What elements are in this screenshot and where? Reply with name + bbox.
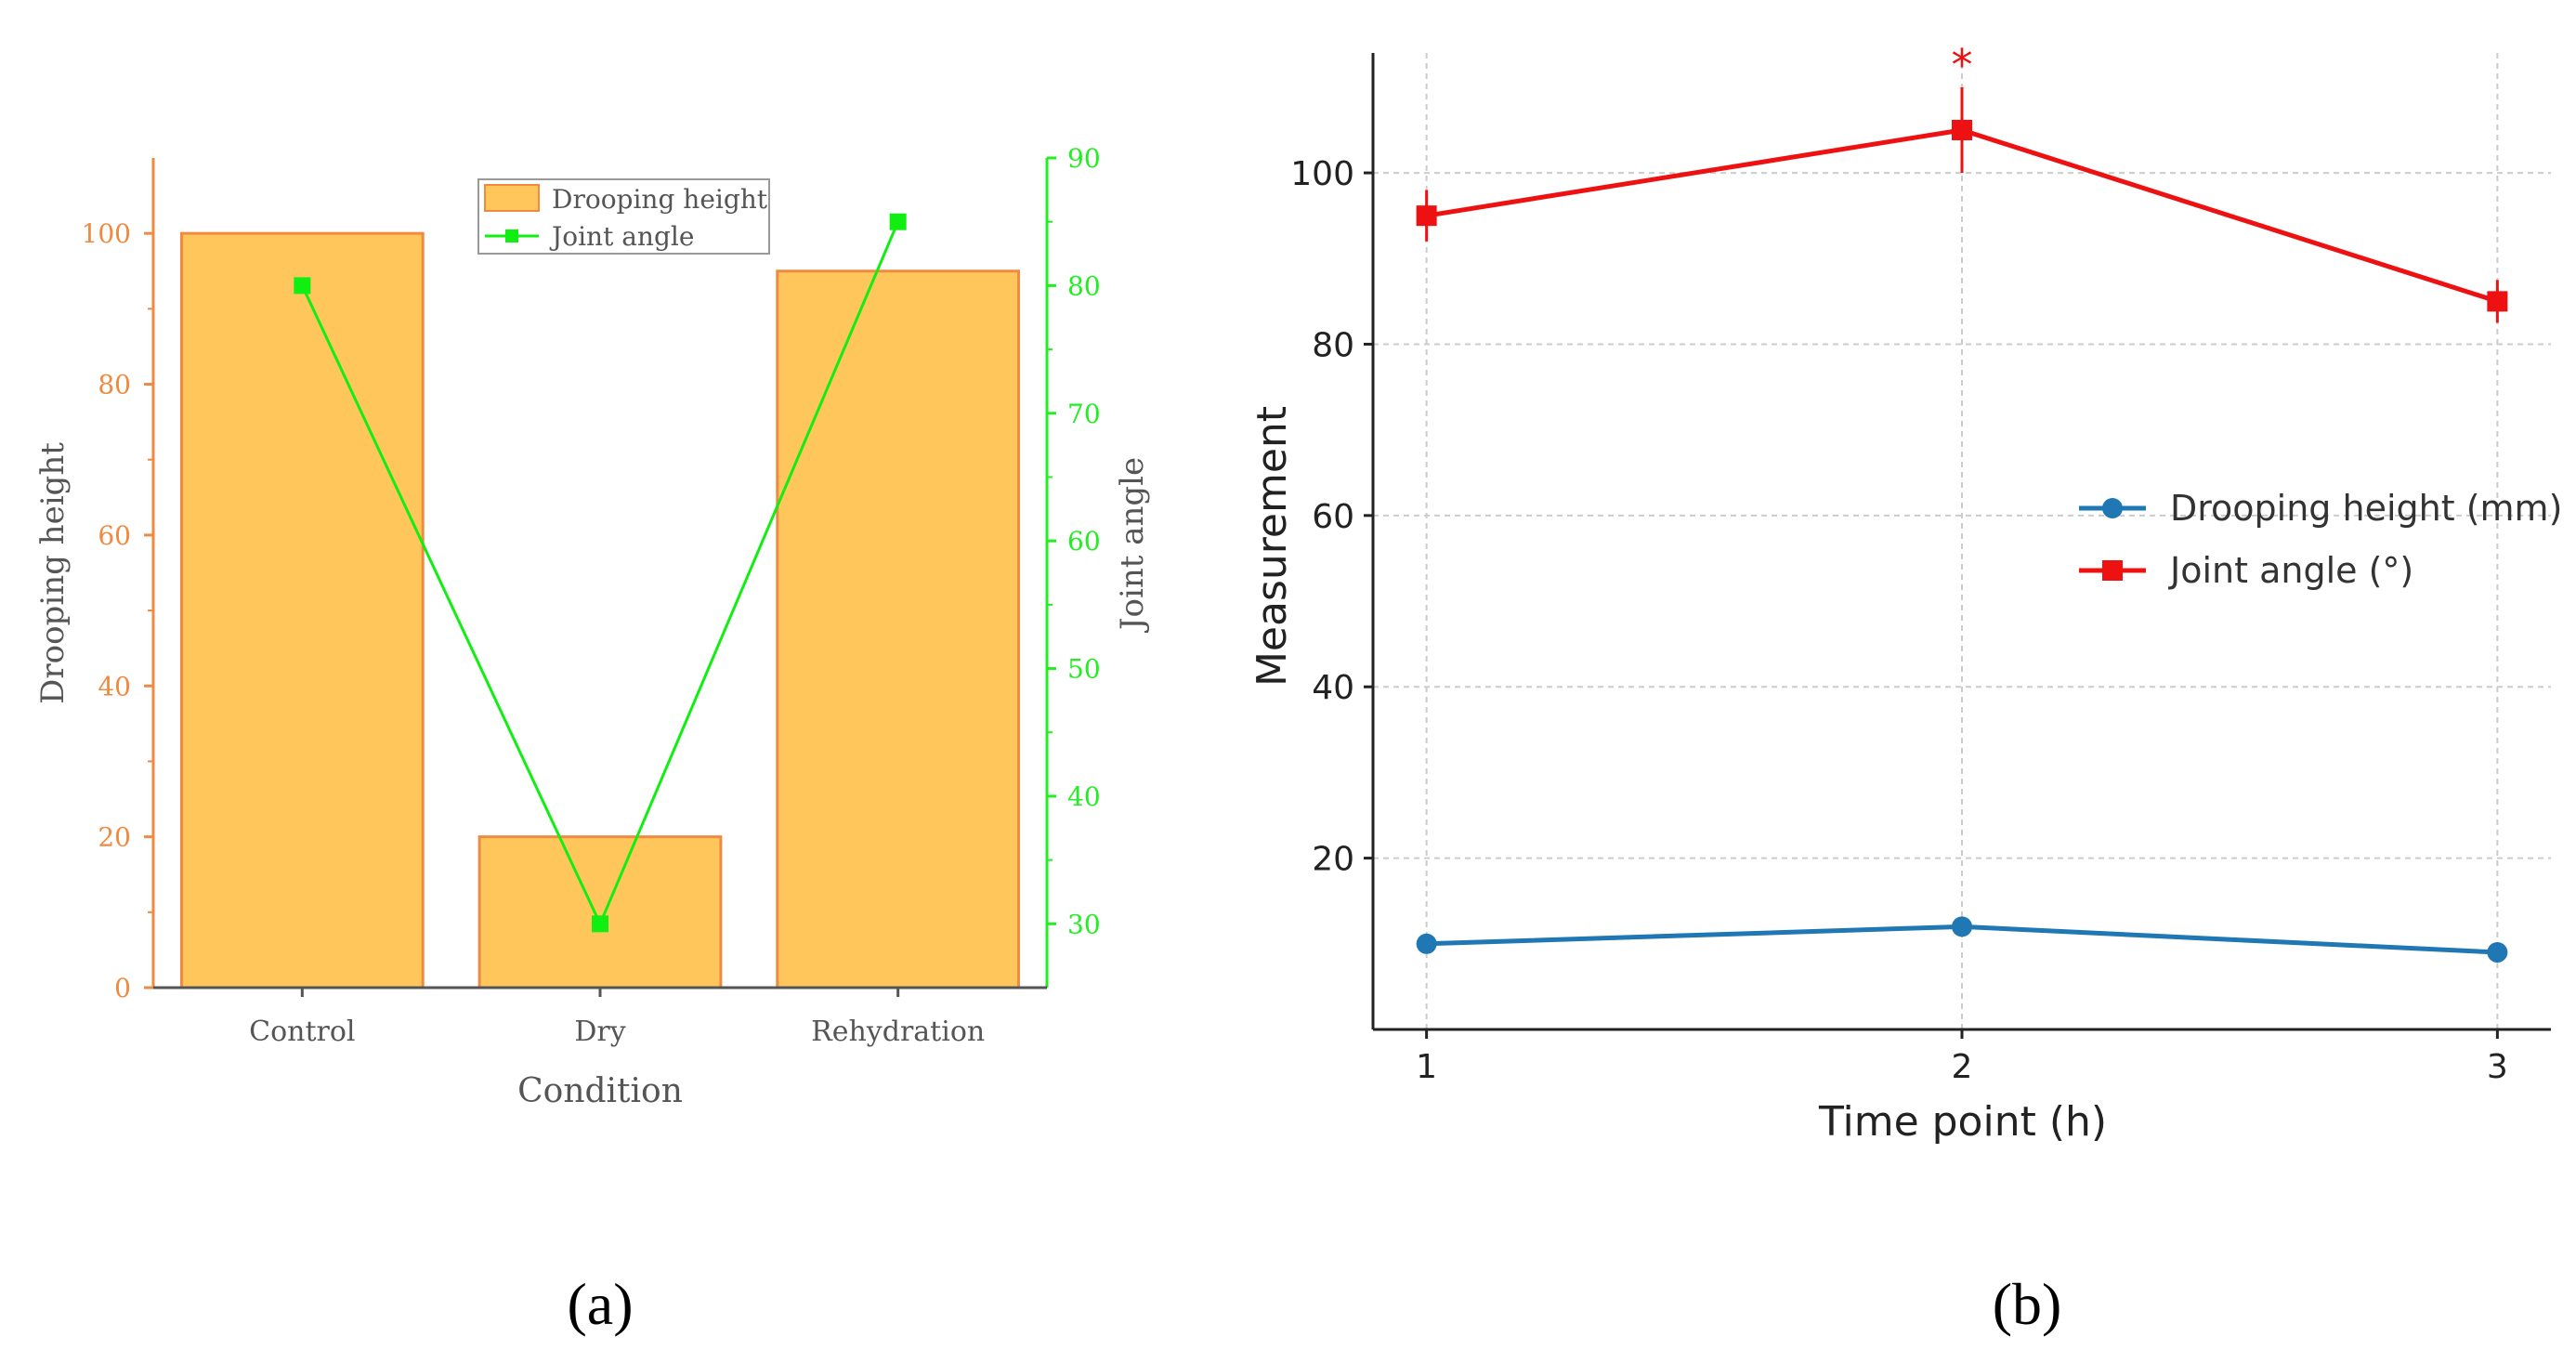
- a-y-tick-label: 60: [98, 520, 131, 551]
- b-legend-blue-marker: [2102, 498, 2123, 518]
- b-y-tick-label: 20: [1312, 841, 1354, 879]
- panel-a-chart: 0 20 40 60 80 100 30 40 50 60 70 80 90 Control Dry Re…: [34, 143, 1151, 1110]
- b-x-tick-label: 2: [1952, 1048, 1973, 1086]
- b-legend-red-label: Joint angle (°): [2168, 550, 2413, 591]
- a-y2-tick-label: 40: [1067, 781, 1101, 812]
- a-y-tick-label: 0: [114, 973, 131, 1003]
- a-x-axis-label: Condition: [517, 1072, 683, 1110]
- a-y-tick-label: 100: [82, 218, 131, 249]
- panel-b-caption: (b): [1993, 1271, 2062, 1337]
- b-significance-annotation: *: [1952, 40, 1973, 90]
- a-y2-tick-label: 50: [1067, 654, 1101, 685]
- a-y-tick-label: 20: [98, 822, 131, 853]
- a-bar-rehydration: [776, 269, 1021, 989]
- b-drooping-height-point: [1952, 916, 1972, 937]
- b-x-tick-label: 1: [1416, 1048, 1437, 1086]
- a-x-tick-label: Control: [249, 1016, 355, 1048]
- a-y-tick-label: 40: [98, 671, 131, 701]
- b-joint-angle-point: [2487, 291, 2508, 312]
- b-y-tick-label: 80: [1312, 326, 1354, 364]
- a-joint-angle-point: [294, 277, 311, 295]
- panel-a-caption: (a): [567, 1271, 633, 1337]
- a-y2-axis-label: Joint angle: [1114, 457, 1151, 633]
- a-y2-tick-label: 80: [1067, 270, 1101, 301]
- a-bar-dry: [477, 835, 723, 989]
- b-y-tick-label: 40: [1312, 669, 1354, 707]
- b-y-axis-label: Measurement: [1249, 406, 1296, 687]
- a-x-tick-label: Dry: [574, 1016, 625, 1048]
- a-joint-angle-point: [592, 915, 608, 933]
- a-legend-bar-swatch: [484, 184, 540, 212]
- a-legend-bar-label: Drooping height: [552, 184, 768, 215]
- b-legend: Drooping height (mm) Joint angle (°): [2079, 488, 2562, 591]
- b-x-axis-label: Time point (h): [1818, 1098, 2107, 1146]
- a-y2-tick-label: 30: [1067, 909, 1101, 939]
- b-legend-red-marker: [2102, 560, 2123, 581]
- b-joint-angle-point: [1952, 119, 1972, 140]
- a-y-tick-label: 80: [98, 370, 131, 400]
- a-x-tick-label: Rehydration: [811, 1016, 985, 1048]
- a-legend-line-marker: [505, 229, 518, 242]
- a-legend: Drooping height Joint angle: [477, 178, 770, 255]
- a-joint-angle-point: [889, 213, 907, 230]
- b-drooping-height-point: [1416, 933, 1437, 954]
- b-legend-blue-label: Drooping height (mm): [2170, 488, 2562, 529]
- a-bar-control: [179, 231, 425, 989]
- b-x-tick-label: 3: [2487, 1048, 2508, 1086]
- panel-b-chart: * 20 40 60 80 100 1 2 3 Measurement Time point…: [1249, 40, 2562, 1146]
- b-drooping-height-point: [2487, 942, 2508, 963]
- b-y-tick-label: 60: [1312, 498, 1354, 536]
- a-y2-tick-label: 90: [1067, 143, 1101, 174]
- b-joint-angle-point: [1416, 205, 1437, 227]
- a-legend-line-label: Joint angle: [549, 221, 694, 252]
- a-y-axis-label: Drooping height: [34, 442, 72, 704]
- b-y-tick-label: 100: [1290, 155, 1354, 193]
- a-y2-tick-label: 70: [1067, 399, 1101, 429]
- a-y2-tick-label: 60: [1067, 526, 1101, 557]
